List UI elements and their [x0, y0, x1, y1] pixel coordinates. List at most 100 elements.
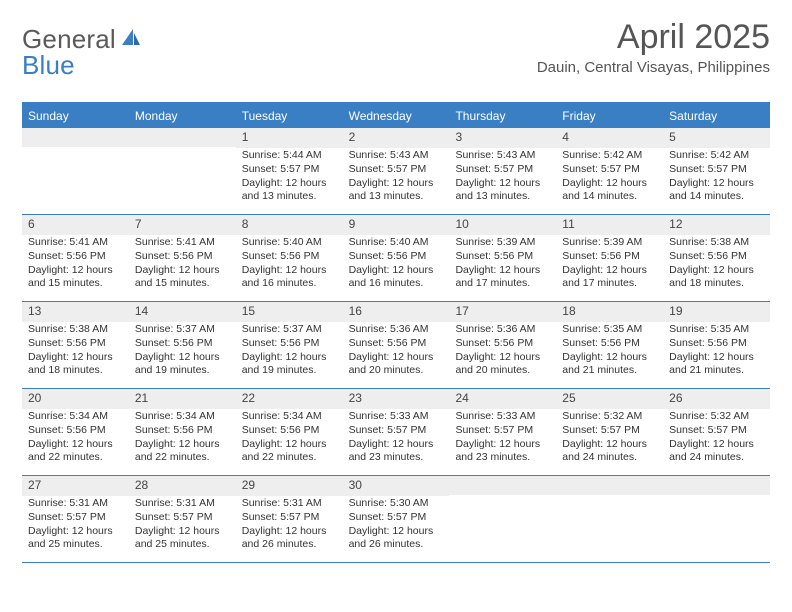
sunset-text: Sunset: 5:56 PM [669, 250, 764, 264]
day-body: Sunrise: 5:32 AMSunset: 5:57 PMDaylight:… [556, 409, 663, 469]
daylight-text: Daylight: 12 hours and 23 minutes. [455, 438, 550, 466]
calendar-cell [449, 476, 556, 562]
sunset-text: Sunset: 5:56 PM [242, 250, 337, 264]
sunrise-text: Sunrise: 5:39 AM [455, 236, 550, 250]
day-body: Sunrise: 5:42 AMSunset: 5:57 PMDaylight:… [663, 148, 770, 208]
calendar-cell: 29Sunrise: 5:31 AMSunset: 5:57 PMDayligh… [236, 476, 343, 562]
sunset-text: Sunset: 5:56 PM [455, 250, 550, 264]
day-header-thursday: Thursday [449, 104, 556, 128]
daylight-text: Daylight: 12 hours and 24 minutes. [562, 438, 657, 466]
sunrise-text: Sunrise: 5:32 AM [562, 410, 657, 424]
weeks-container: 1Sunrise: 5:44 AMSunset: 5:57 PMDaylight… [22, 128, 770, 563]
day-header-wednesday: Wednesday [343, 104, 450, 128]
day-number [129, 128, 236, 147]
sunset-text: Sunset: 5:56 PM [242, 337, 337, 351]
daylight-text: Daylight: 12 hours and 13 minutes. [349, 177, 444, 205]
calendar-cell: 23Sunrise: 5:33 AMSunset: 5:57 PMDayligh… [343, 389, 450, 475]
sunset-text: Sunset: 5:56 PM [135, 337, 230, 351]
day-number: 24 [449, 389, 556, 409]
sunset-text: Sunset: 5:57 PM [349, 424, 444, 438]
day-number: 2 [343, 128, 450, 148]
daylight-text: Daylight: 12 hours and 23 minutes. [349, 438, 444, 466]
day-body: Sunrise: 5:37 AMSunset: 5:56 PMDaylight:… [236, 322, 343, 382]
sunrise-text: Sunrise: 5:33 AM [455, 410, 550, 424]
daylight-text: Daylight: 12 hours and 26 minutes. [349, 525, 444, 553]
day-number: 5 [663, 128, 770, 148]
day-number: 26 [663, 389, 770, 409]
daylight-text: Daylight: 12 hours and 25 minutes. [135, 525, 230, 553]
sunrise-text: Sunrise: 5:37 AM [135, 323, 230, 337]
calendar-cell: 27Sunrise: 5:31 AMSunset: 5:57 PMDayligh… [22, 476, 129, 562]
calendar-cell: 10Sunrise: 5:39 AMSunset: 5:56 PMDayligh… [449, 215, 556, 301]
sunrise-text: Sunrise: 5:41 AM [135, 236, 230, 250]
calendar-cell: 26Sunrise: 5:32 AMSunset: 5:57 PMDayligh… [663, 389, 770, 475]
day-body [663, 495, 770, 553]
day-body: Sunrise: 5:33 AMSunset: 5:57 PMDaylight:… [449, 409, 556, 469]
calendar-cell: 3Sunrise: 5:43 AMSunset: 5:57 PMDaylight… [449, 128, 556, 214]
daylight-text: Daylight: 12 hours and 19 minutes. [242, 351, 337, 379]
day-body: Sunrise: 5:35 AMSunset: 5:56 PMDaylight:… [556, 322, 663, 382]
day-body: Sunrise: 5:38 AMSunset: 5:56 PMDaylight:… [22, 322, 129, 382]
day-body: Sunrise: 5:40 AMSunset: 5:56 PMDaylight:… [236, 235, 343, 295]
calendar-cell: 30Sunrise: 5:30 AMSunset: 5:57 PMDayligh… [343, 476, 450, 562]
week-row: 1Sunrise: 5:44 AMSunset: 5:57 PMDaylight… [22, 128, 770, 215]
sunrise-text: Sunrise: 5:38 AM [28, 323, 123, 337]
daylight-text: Daylight: 12 hours and 22 minutes. [242, 438, 337, 466]
day-number: 25 [556, 389, 663, 409]
calendar-cell: 20Sunrise: 5:34 AMSunset: 5:56 PMDayligh… [22, 389, 129, 475]
day-body: Sunrise: 5:36 AMSunset: 5:56 PMDaylight:… [449, 322, 556, 382]
daylight-text: Daylight: 12 hours and 21 minutes. [669, 351, 764, 379]
day-body [22, 147, 129, 205]
calendar-cell: 7Sunrise: 5:41 AMSunset: 5:56 PMDaylight… [129, 215, 236, 301]
day-number: 8 [236, 215, 343, 235]
daylight-text: Daylight: 12 hours and 15 minutes. [28, 264, 123, 292]
header: General April 2025 Dauin, Central Visaya… [22, 18, 770, 76]
sunset-text: Sunset: 5:56 PM [28, 250, 123, 264]
sunrise-text: Sunrise: 5:36 AM [455, 323, 550, 337]
sunset-text: Sunset: 5:56 PM [242, 424, 337, 438]
day-number [663, 476, 770, 495]
sunset-text: Sunset: 5:57 PM [135, 511, 230, 525]
day-body: Sunrise: 5:33 AMSunset: 5:57 PMDaylight:… [343, 409, 450, 469]
day-body: Sunrise: 5:44 AMSunset: 5:57 PMDaylight:… [236, 148, 343, 208]
daylight-text: Daylight: 12 hours and 14 minutes. [669, 177, 764, 205]
day-number [449, 476, 556, 495]
day-body: Sunrise: 5:34 AMSunset: 5:56 PMDaylight:… [22, 409, 129, 469]
sunset-text: Sunset: 5:57 PM [562, 424, 657, 438]
day-body: Sunrise: 5:34 AMSunset: 5:56 PMDaylight:… [236, 409, 343, 469]
sunrise-text: Sunrise: 5:31 AM [28, 497, 123, 511]
day-body: Sunrise: 5:30 AMSunset: 5:57 PMDaylight:… [343, 496, 450, 556]
sunset-text: Sunset: 5:57 PM [562, 163, 657, 177]
daylight-text: Daylight: 12 hours and 21 minutes. [562, 351, 657, 379]
sunset-text: Sunset: 5:57 PM [28, 511, 123, 525]
sunrise-text: Sunrise: 5:43 AM [455, 149, 550, 163]
sunrise-text: Sunrise: 5:30 AM [349, 497, 444, 511]
week-row: 27Sunrise: 5:31 AMSunset: 5:57 PMDayligh… [22, 476, 770, 563]
sunset-text: Sunset: 5:56 PM [349, 250, 444, 264]
sunrise-text: Sunrise: 5:39 AM [562, 236, 657, 250]
sunrise-text: Sunrise: 5:34 AM [135, 410, 230, 424]
calendar-cell [129, 128, 236, 214]
sunset-text: Sunset: 5:57 PM [242, 163, 337, 177]
calendar-cell: 24Sunrise: 5:33 AMSunset: 5:57 PMDayligh… [449, 389, 556, 475]
day-body: Sunrise: 5:41 AMSunset: 5:56 PMDaylight:… [129, 235, 236, 295]
day-number: 28 [129, 476, 236, 496]
day-body: Sunrise: 5:38 AMSunset: 5:56 PMDaylight:… [663, 235, 770, 295]
sunrise-text: Sunrise: 5:40 AM [242, 236, 337, 250]
daylight-text: Daylight: 12 hours and 20 minutes. [455, 351, 550, 379]
daylight-text: Daylight: 12 hours and 17 minutes. [455, 264, 550, 292]
day-body: Sunrise: 5:37 AMSunset: 5:56 PMDaylight:… [129, 322, 236, 382]
calendar-cell: 4Sunrise: 5:42 AMSunset: 5:57 PMDaylight… [556, 128, 663, 214]
day-number: 19 [663, 302, 770, 322]
calendar-cell: 25Sunrise: 5:32 AMSunset: 5:57 PMDayligh… [556, 389, 663, 475]
daylight-text: Daylight: 12 hours and 13 minutes. [242, 177, 337, 205]
day-header-row: Sunday Monday Tuesday Wednesday Thursday… [22, 104, 770, 128]
calendar-cell: 19Sunrise: 5:35 AMSunset: 5:56 PMDayligh… [663, 302, 770, 388]
sunset-text: Sunset: 5:57 PM [349, 163, 444, 177]
daylight-text: Daylight: 12 hours and 19 minutes. [135, 351, 230, 379]
calendar-cell: 13Sunrise: 5:38 AMSunset: 5:56 PMDayligh… [22, 302, 129, 388]
day-body: Sunrise: 5:36 AMSunset: 5:56 PMDaylight:… [343, 322, 450, 382]
day-header-tuesday: Tuesday [236, 104, 343, 128]
day-number: 23 [343, 389, 450, 409]
page-title: April 2025 [537, 18, 770, 57]
